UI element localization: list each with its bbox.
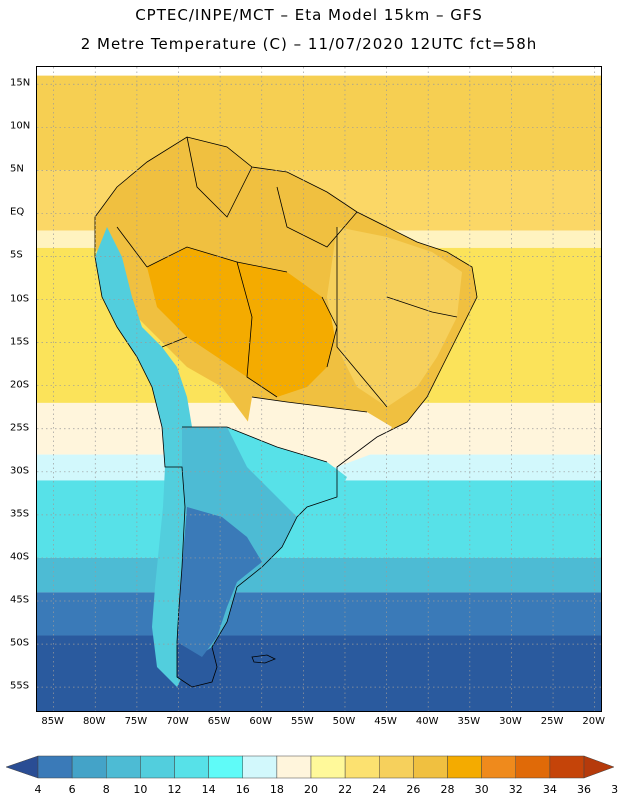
lon-label: 25W <box>540 716 564 727</box>
colorbar-cell <box>37 755 73 779</box>
colorbar-cell <box>515 755 551 779</box>
border-4 <box>251 396 368 413</box>
country-borders <box>94 136 478 688</box>
colorbar-cell <box>310 755 346 779</box>
lon-label: 20W <box>582 716 605 727</box>
lat-label: 15S <box>10 336 30 348</box>
colorbar-tick-label: 12 <box>167 783 182 796</box>
colorbar-tick-label: 26 <box>406 783 421 796</box>
lat-label: 30S <box>10 465 30 477</box>
colorbar-tick-label: 20 <box>304 783 318 796</box>
colorbar-cell <box>242 755 278 779</box>
land-interior-hot <box>147 247 337 397</box>
colorbar-right-arrow <box>583 755 615 779</box>
colorbar-cell <box>71 755 107 779</box>
colorbar-tick-label: 28 <box>440 783 455 796</box>
colorbar-cell <box>140 755 175 779</box>
colorbar-tick-label: 4 <box>34 783 42 796</box>
lat-label: 50S <box>10 637 30 649</box>
border-9 <box>186 136 253 218</box>
lon-label: 45W <box>374 716 397 727</box>
colorbar-cell <box>481 755 516 779</box>
border-7 <box>161 336 188 348</box>
lon-label: 65W <box>207 716 231 727</box>
border-11 <box>336 227 388 408</box>
title-line-1: CPTEC/INPE/MCT – Eta Model 15km – GFS <box>135 6 483 24</box>
colorbar-cell <box>549 755 585 779</box>
colorbar-tick-label: 6 <box>68 783 76 796</box>
colorbar-tick-label: 10 <box>133 783 148 796</box>
lat-label: 10N <box>10 120 31 132</box>
colorbar-cell <box>413 755 448 779</box>
lat-label: 55S <box>10 680 30 692</box>
lat-label: 40S <box>10 551 30 563</box>
colorbar-tick-label: 34 <box>542 783 557 796</box>
lon-label: 30W <box>499 716 522 727</box>
lat-label: EQ <box>10 206 25 218</box>
falkland-islands <box>251 654 276 664</box>
lon-label: 85W <box>41 716 64 727</box>
border-10 <box>276 186 358 248</box>
map-frame[interactable] <box>36 66 602 712</box>
lon-label: 70W <box>166 716 189 727</box>
lat-label: 45S <box>10 594 30 606</box>
lon-label: 55W <box>291 716 314 727</box>
lon-label: 80W <box>82 716 106 727</box>
ocean-band-0 <box>37 75 601 171</box>
lat-label: 25S <box>10 422 30 434</box>
border-1 <box>146 246 288 273</box>
lon-label: 60W <box>249 716 273 727</box>
colorbar-cell <box>276 755 312 779</box>
coastline-main <box>94 136 478 688</box>
lon-label: 35W <box>457 716 481 727</box>
ocean-band-7 <box>37 557 601 593</box>
colorbar-tick-label: 24 <box>372 783 387 796</box>
colorbar-cell <box>344 755 380 779</box>
lon-label: 50W <box>332 716 356 727</box>
lat-label: 5N <box>10 163 24 175</box>
border-5 <box>226 426 328 463</box>
lon-label: 40W <box>415 716 439 727</box>
colorbar-left-arrow <box>5 755 39 779</box>
title-line-2: 2 Metre Temperature (C) – 11/07/2020 12U… <box>80 35 538 53</box>
ocean-band-8 <box>37 592 601 636</box>
lat-label: 20S <box>10 379 30 391</box>
colorbar-cell <box>106 755 141 779</box>
border-12 <box>386 296 458 318</box>
lat-label: 5S <box>10 249 23 261</box>
colorbar-cell <box>208 755 243 779</box>
land-patagonia <box>177 507 262 667</box>
colorbar-tick-label: 30 <box>474 783 489 796</box>
colorbar-tick-label: 18 <box>269 783 284 796</box>
colorbar-tick-label: 36 <box>577 783 591 796</box>
colorbar-cell <box>379 755 414 779</box>
colorbar-tick-label: 38 <box>611 783 618 796</box>
land-tip <box>177 642 217 687</box>
colorbar-cell <box>447 755 482 779</box>
lat-label: 35S <box>10 508 30 520</box>
colorbar-tick-label: 32 <box>508 783 523 796</box>
colorbar <box>5 755 615 779</box>
lat-label: 10S <box>10 293 30 305</box>
lat-label: 15N <box>10 77 31 89</box>
lon-label: 75W <box>124 716 148 727</box>
border-8 <box>116 226 148 268</box>
ocean-band-9 <box>37 635 601 711</box>
colorbar-tick-label: 8 <box>102 783 110 796</box>
colorbar-tick-label: 22 <box>338 783 353 796</box>
colorbar-cell <box>174 755 209 779</box>
colorbar-tick-label: 16 <box>235 783 250 796</box>
land-northeast <box>327 227 462 407</box>
colorbar-tick-label: 14 <box>201 783 216 796</box>
temperature-map[interactable] <box>37 67 602 712</box>
